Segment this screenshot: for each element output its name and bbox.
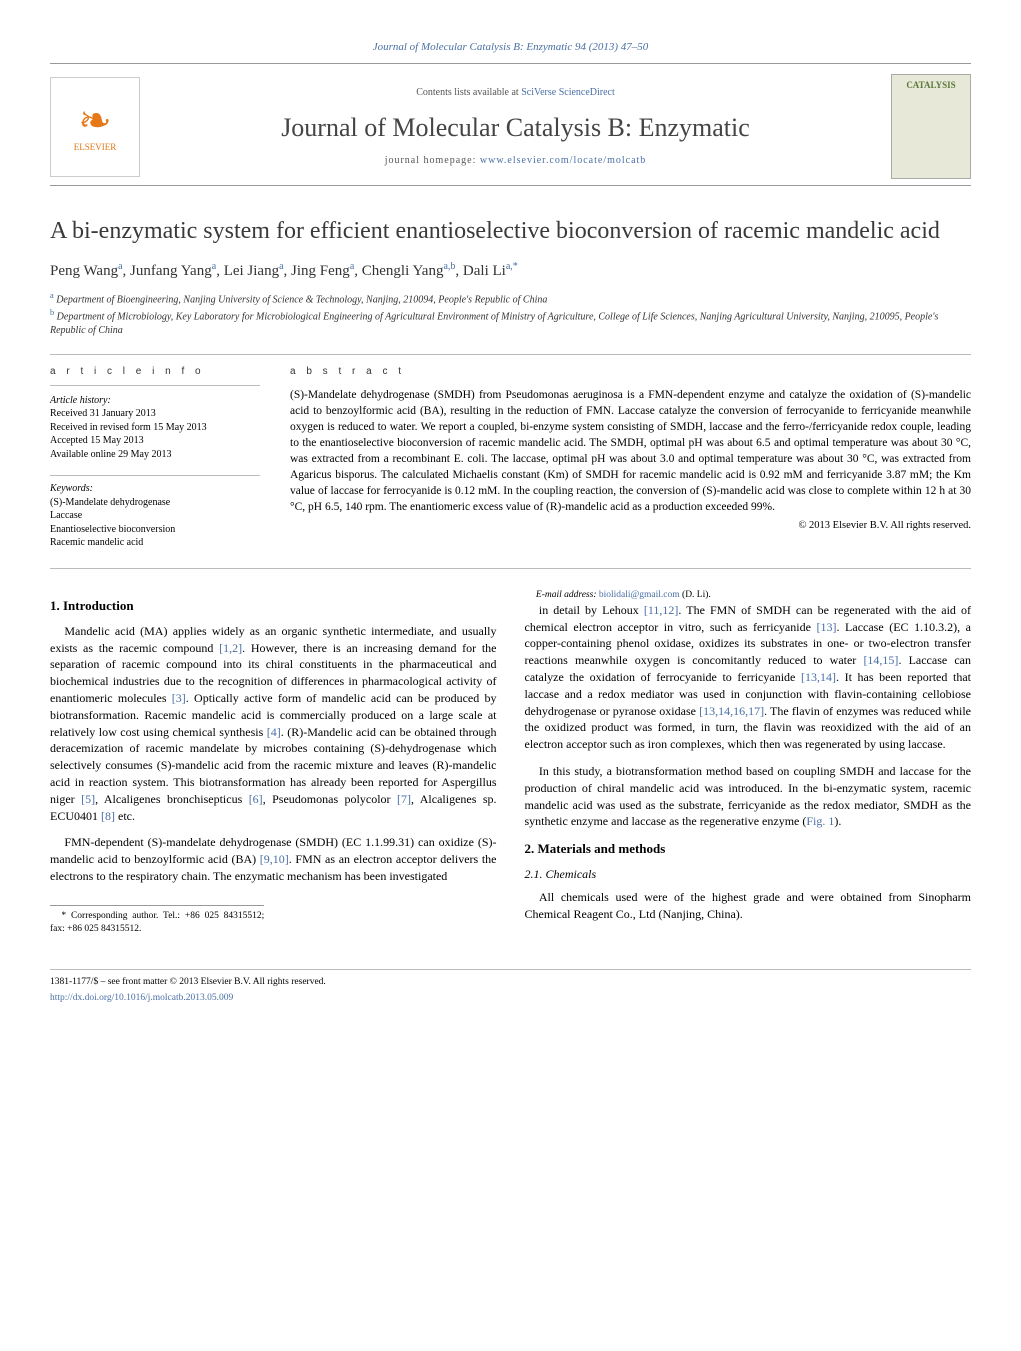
- elsevier-logo: ❧ ELSEVIER: [50, 77, 140, 177]
- history-revised: Received in revised form 15 May 2013: [50, 421, 260, 435]
- email-suffix: (D. Li).: [680, 590, 711, 600]
- abstract-block: a b s t r a c t (S)-Mandelate dehydrogen…: [290, 365, 971, 550]
- page-footer: 1381-1177/$ – see front matter © 2013 El…: [50, 969, 971, 1009]
- article-info-heading: a r t i c l e i n f o: [50, 365, 260, 386]
- rule-above-abstract: [50, 354, 971, 355]
- elsevier-tree-icon: ❧: [78, 101, 112, 141]
- contents-available-line: Contents lists available at SciVerse Sci…: [160, 86, 871, 100]
- issn-line: 1381-1177/$ – see front matter © 2013 El…: [50, 976, 326, 989]
- abstract-heading: a b s t r a c t: [290, 365, 971, 379]
- ref-link[interactable]: [6]: [249, 792, 263, 806]
- abstract-text: (S)-Mandelate dehydrogenase (SMDH) from …: [290, 387, 971, 516]
- author-list: Peng Wanga, Junfang Yanga, Lei Jianga, J…: [50, 260, 971, 282]
- keyword-4: Racemic mandelic acid: [50, 536, 260, 550]
- journal-cover-thumbnail: CATALYSIS: [891, 74, 971, 179]
- doi-link[interactable]: http://dx.doi.org/10.1016/j.molcatb.2013…: [50, 993, 233, 1003]
- history-online: Available online 29 May 2013: [50, 448, 260, 462]
- section-intro-heading: 1. Introduction: [50, 597, 497, 615]
- ref-link[interactable]: [4]: [267, 725, 281, 739]
- affiliation-b-text: Department of Microbiology, Key Laborato…: [50, 312, 938, 337]
- ref-link[interactable]: [9,10]: [260, 852, 289, 866]
- corr-email-line: E-mail address: biolidali@gmail.com (D. …: [525, 589, 739, 602]
- email-label: E-mail address:: [536, 590, 599, 600]
- affiliations: a Department of Bioengineering, Nanjing …: [50, 290, 971, 337]
- ref-link[interactable]: [3]: [172, 691, 186, 705]
- ref-link[interactable]: [13,14]: [801, 670, 836, 684]
- ref-link[interactable]: [5]: [81, 792, 95, 806]
- body-two-column: 1. Introduction Mandelic acid (MA) appli…: [50, 589, 971, 945]
- rule-under-masthead: [50, 185, 971, 186]
- keyword-1: (S)-Mandelate dehydrogenase: [50, 496, 260, 510]
- corr-label: * Corresponding author. Tel.: +86 025 84…: [50, 910, 264, 937]
- article-info-block: a r t i c l e i n f o Article history: R…: [50, 365, 260, 550]
- ref-link[interactable]: [14,15]: [863, 653, 898, 667]
- affiliation-a: a Department of Bioengineering, Nanjing …: [50, 290, 971, 307]
- history-accepted: Accepted 15 May 2013: [50, 434, 260, 448]
- journal-name: Journal of Molecular Catalysis B: Enzyma…: [160, 110, 871, 146]
- figure-link[interactable]: Fig. 1: [806, 814, 834, 828]
- affiliation-a-text: Department of Bioengineering, Nanjing Un…: [56, 295, 547, 306]
- cover-label: CATALYSIS: [896, 79, 966, 92]
- history-received: Received 31 January 2013: [50, 407, 260, 421]
- ref-link[interactable]: [8]: [101, 809, 115, 823]
- intro-paragraph-2: FMN-dependent (S)-mandelate dehydrogenas…: [50, 834, 497, 884]
- elsevier-logo-label: ELSEVIER: [74, 141, 117, 154]
- masthead: ❧ ELSEVIER Contents lists available at S…: [50, 74, 971, 179]
- info-abstract-row: a r t i c l e i n f o Article history: R…: [50, 365, 971, 550]
- sciencedirect-link[interactable]: SciVerse ScienceDirect: [521, 87, 615, 98]
- intro-paragraph-4: In this study, a biotransformation metho…: [525, 763, 972, 830]
- keyword-2: Laccase: [50, 509, 260, 523]
- homepage-link[interactable]: www.elsevier.com/locate/molcatb: [480, 155, 646, 166]
- corr-email-link[interactable]: biolidali@gmail.com: [599, 590, 680, 600]
- rule-top: [50, 63, 971, 64]
- ref-link[interactable]: [13,14,16,17]: [699, 704, 764, 718]
- abstract-copyright: © 2013 Elsevier B.V. All rights reserved…: [290, 519, 971, 534]
- section-methods-heading: 2. Materials and methods: [525, 840, 972, 858]
- citation-line: Journal of Molecular Catalysis B: Enzyma…: [50, 40, 971, 55]
- ref-link[interactable]: [11,12]: [644, 603, 679, 617]
- history-label: Article history:: [50, 394, 260, 408]
- chemicals-paragraph-1: All chemicals used were of the highest g…: [525, 889, 972, 923]
- affiliation-b: b Department of Microbiology, Key Labora…: [50, 307, 971, 337]
- keyword-3: Enantioselective bioconversion: [50, 523, 260, 537]
- contents-prefix: Contents lists available at: [416, 87, 521, 98]
- footer-left: 1381-1177/$ – see front matter © 2013 El…: [50, 976, 326, 1009]
- homepage-line: journal homepage: www.elsevier.com/locat…: [160, 154, 871, 168]
- ref-link[interactable]: [13]: [816, 620, 836, 634]
- subsection-chemicals-heading: 2.1. Chemicals: [525, 866, 972, 883]
- intro-paragraph-1: Mandelic acid (MA) applies widely as an …: [50, 623, 497, 825]
- ref-link[interactable]: [7]: [397, 792, 411, 806]
- rule-below-abstract: [50, 568, 971, 569]
- ref-link[interactable]: [1,2]: [219, 641, 242, 655]
- homepage-prefix: journal homepage:: [385, 155, 480, 166]
- keywords-label: Keywords:: [50, 475, 260, 496]
- masthead-center: Contents lists available at SciVerse Sci…: [160, 86, 871, 168]
- article-title: A bi-enzymatic system for efficient enan…: [50, 216, 971, 246]
- intro-paragraph-3: in detail by Lehoux [11,12]. The FMN of …: [525, 602, 972, 753]
